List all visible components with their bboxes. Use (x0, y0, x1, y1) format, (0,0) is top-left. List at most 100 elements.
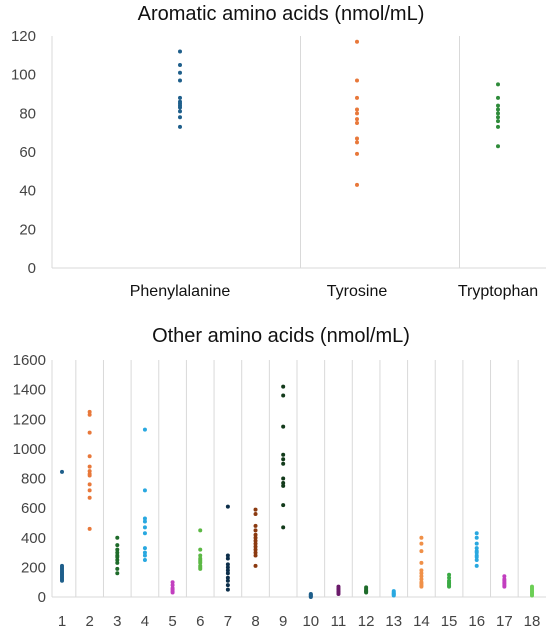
data-point (253, 544, 258, 549)
data-point (253, 563, 258, 568)
data-point (253, 512, 258, 517)
data-point (253, 550, 258, 555)
data-point (87, 464, 92, 469)
data-point (87, 469, 92, 474)
data-point (496, 95, 500, 100)
data-point (502, 574, 507, 579)
data-point (178, 70, 182, 75)
data-point (87, 412, 92, 417)
category-label: 3 (113, 613, 121, 630)
data-point (198, 528, 203, 533)
data-point (281, 480, 286, 485)
data-point (355, 136, 359, 141)
data-points (60, 384, 534, 599)
data-point (198, 553, 203, 558)
data-point (60, 578, 64, 583)
data-point (178, 109, 182, 114)
data-point (198, 566, 203, 571)
data-point (115, 560, 120, 565)
chart-other: Other amino acids (nmol/mL) 020040060080… (13, 325, 546, 630)
data-point (178, 105, 182, 110)
data-point (355, 95, 359, 100)
gridlines (51, 360, 546, 598)
data-point (225, 562, 230, 567)
y-tick-labels: 0 200 400 600 800 1000 1200 1400 1600 (13, 352, 46, 606)
data-point (225, 583, 230, 588)
data-point (170, 580, 175, 585)
y-tick-label: 0 (28, 260, 36, 277)
data-point (170, 590, 175, 595)
category-labels: Phenylalanine Tyrosine Tryptophan (130, 283, 538, 300)
data-points (178, 39, 500, 187)
data-point (253, 507, 258, 512)
data-point (496, 119, 500, 124)
y-tick-label: 120 (11, 28, 36, 45)
data-point (178, 124, 182, 129)
data-point (178, 78, 182, 83)
category-label: 11 (331, 613, 347, 630)
data-point (336, 592, 341, 597)
y-tick-label: 100 (11, 67, 36, 84)
category-label: 16 (468, 613, 485, 630)
data-point (419, 560, 424, 565)
data-point (419, 574, 424, 579)
data-point (355, 140, 359, 145)
data-point (364, 590, 369, 595)
data-point (115, 547, 120, 552)
data-point (142, 525, 147, 530)
category-label: 18 (524, 613, 541, 630)
data-point (474, 531, 479, 536)
category-label: Phenylalanine (130, 283, 231, 300)
data-point (355, 151, 359, 156)
data-point (115, 535, 120, 540)
data-point (419, 577, 424, 582)
category-label: 9 (279, 613, 287, 630)
data-point (496, 124, 500, 129)
data-point (142, 553, 147, 558)
data-point (198, 560, 203, 565)
data-point (115, 566, 120, 571)
data-point (281, 452, 286, 457)
data-point (178, 63, 182, 67)
data-point (281, 457, 286, 462)
y-tick-label: 0 (38, 589, 46, 606)
data-point (496, 115, 500, 120)
y-tick-label: 400 (21, 530, 46, 547)
y-tick-label: 1000 (13, 441, 46, 458)
y-tick-label: 1600 (13, 352, 46, 369)
data-point (474, 555, 479, 560)
data-point (474, 535, 479, 540)
data-point (225, 556, 230, 561)
data-point (355, 39, 359, 44)
data-point (447, 575, 452, 580)
data-point (419, 549, 424, 554)
y-tick-label: 1200 (13, 411, 46, 428)
category-label: 14 (413, 613, 430, 630)
data-point (87, 526, 92, 531)
data-point (530, 593, 534, 598)
data-point (502, 584, 507, 589)
data-point (281, 393, 286, 398)
data-point (198, 547, 203, 552)
data-point (281, 424, 286, 429)
data-point (253, 541, 258, 546)
data-point (281, 384, 286, 389)
data-point (142, 546, 147, 551)
data-point (281, 525, 286, 530)
data-point (474, 550, 479, 555)
y-tick-label: 200 (21, 559, 46, 576)
data-point (115, 543, 120, 548)
category-label: 7 (224, 613, 232, 630)
y-tick-label: 40 (19, 183, 36, 200)
category-label: 15 (441, 613, 458, 630)
data-point (281, 461, 286, 466)
y-tick-labels: 0 20 40 60 80 100 120 (11, 28, 36, 277)
y-tick-label: 800 (21, 471, 46, 488)
data-point (178, 95, 182, 100)
data-point (447, 572, 452, 577)
data-point (142, 557, 147, 562)
data-point (355, 107, 359, 112)
data-point (225, 565, 230, 570)
data-point (225, 571, 230, 576)
category-label: 10 (302, 613, 319, 630)
